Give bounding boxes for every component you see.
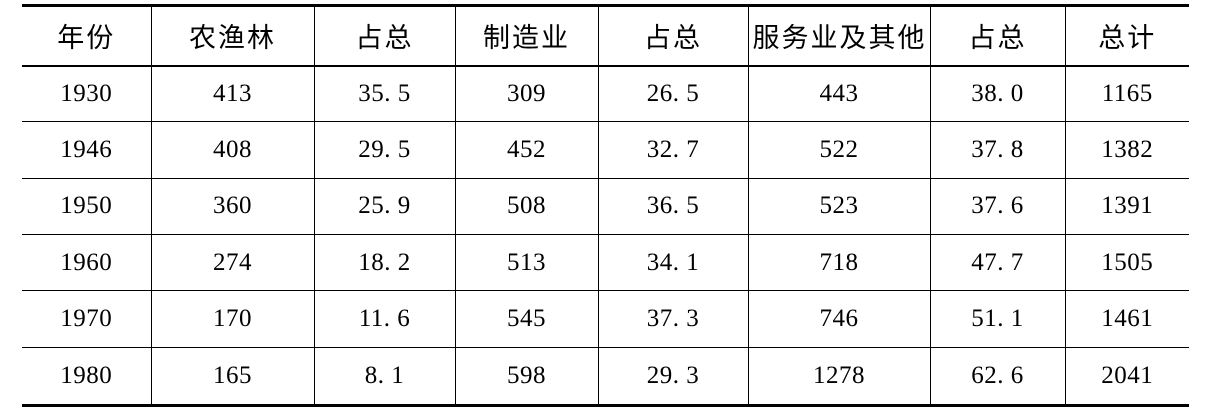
cell-agriculture-percent: 29. 5: [313, 121, 456, 179]
table-row: 1950 360 25. 9 508 36. 5 523 37. 6 1391: [22, 178, 1189, 235]
cell-year: 1950: [22, 178, 152, 235]
cell-services: 522: [747, 121, 931, 179]
cell-agriculture: 360: [150, 178, 315, 235]
cell-manufacturing-percent: 29. 3: [597, 347, 749, 407]
cell-year: 1930: [22, 65, 152, 123]
cell-year: 1970: [22, 290, 152, 348]
cell-services-percent: 51. 1: [929, 290, 1066, 348]
cell-services-percent: 38. 0: [929, 65, 1066, 123]
cell-manufacturing: 452: [454, 121, 599, 179]
cell-agriculture-percent: 8. 1: [313, 347, 456, 407]
table-row: 1946 408 29. 5 452 32. 7 522 37. 8 1382: [22, 121, 1189, 179]
table-header-row: 年份 农渔林 占总 制造业 占总 服务业及其他 占总 总计: [22, 4, 1189, 67]
cell-agriculture-percent: 25. 9: [313, 178, 456, 235]
column-header-services-percent: 占总: [929, 4, 1066, 67]
cell-agriculture-percent: 35. 5: [313, 65, 456, 123]
cell-manufacturing: 309: [454, 65, 599, 123]
cell-manufacturing-percent: 32. 7: [597, 121, 749, 179]
cell-agriculture: 170: [150, 290, 315, 348]
cell-agriculture: 413: [150, 65, 315, 123]
cell-year: 1980: [22, 347, 152, 407]
table-row: 1930 413 35. 5 309 26. 5 443 38. 0 1165: [22, 65, 1189, 123]
table-row: 1970 170 11. 6 545 37. 3 746 51. 1 1461: [22, 290, 1189, 348]
table-header: 年份 农渔林 占总 制造业 占总 服务业及其他 占总 总计: [22, 4, 1189, 67]
column-header-services: 服务业及其他: [747, 4, 931, 67]
cell-services: 718: [747, 234, 931, 292]
cell-total: 1382: [1064, 121, 1189, 179]
column-header-year: 年份: [22, 4, 152, 67]
cell-services-percent: 37. 6: [929, 178, 1066, 235]
cell-services: 443: [747, 65, 931, 123]
cell-agriculture: 165: [150, 347, 315, 407]
cell-total: 1165: [1064, 65, 1189, 123]
cell-agriculture-percent: 11. 6: [313, 290, 456, 348]
column-header-manufacturing-percent: 占总: [597, 4, 749, 67]
cell-services-percent: 62. 6: [929, 347, 1066, 407]
cell-services-percent: 47. 7: [929, 234, 1066, 292]
column-header-agriculture-percent: 占总: [313, 4, 456, 67]
statistics-table-container: 年份 农渔林 占总 制造业 占总 服务业及其他 占总 总计 1930 413 3…: [22, 0, 1189, 407]
cell-total: 1505: [1064, 234, 1189, 292]
cell-manufacturing: 513: [454, 234, 599, 292]
table-row: 1980 165 8. 1 598 29. 3 1278 62. 6 2041: [22, 347, 1189, 407]
cell-manufacturing: 545: [454, 290, 599, 348]
cell-year: 1946: [22, 121, 152, 179]
cell-manufacturing-percent: 34. 1: [597, 234, 749, 292]
cell-total: 1391: [1064, 178, 1189, 235]
column-header-agriculture: 农渔林: [150, 4, 315, 67]
cell-total: 2041: [1064, 347, 1189, 407]
cell-services: 1278: [747, 347, 931, 407]
cell-total: 1461: [1064, 290, 1189, 348]
employment-by-sector-table: 年份 农渔林 占总 制造业 占总 服务业及其他 占总 总计 1930 413 3…: [22, 4, 1189, 407]
cell-manufacturing: 508: [454, 178, 599, 235]
cell-agriculture: 274: [150, 234, 315, 292]
cell-services: 523: [747, 178, 931, 235]
cell-manufacturing-percent: 36. 5: [597, 178, 749, 235]
cell-manufacturing-percent: 26. 5: [597, 65, 749, 123]
cell-agriculture-percent: 18. 2: [313, 234, 456, 292]
table-body: 1930 413 35. 5 309 26. 5 443 38. 0 1165 …: [22, 65, 1189, 407]
column-header-manufacturing: 制造业: [454, 4, 599, 67]
cell-manufacturing-percent: 37. 3: [597, 290, 749, 348]
cell-year: 1960: [22, 234, 152, 292]
cell-services: 746: [747, 290, 931, 348]
table-row: 1960 274 18. 2 513 34. 1 718 47. 7 1505: [22, 234, 1189, 292]
cell-services-percent: 37. 8: [929, 121, 1066, 179]
cell-agriculture: 408: [150, 121, 315, 179]
cell-manufacturing: 598: [454, 347, 599, 407]
column-header-total: 总计: [1064, 4, 1189, 67]
